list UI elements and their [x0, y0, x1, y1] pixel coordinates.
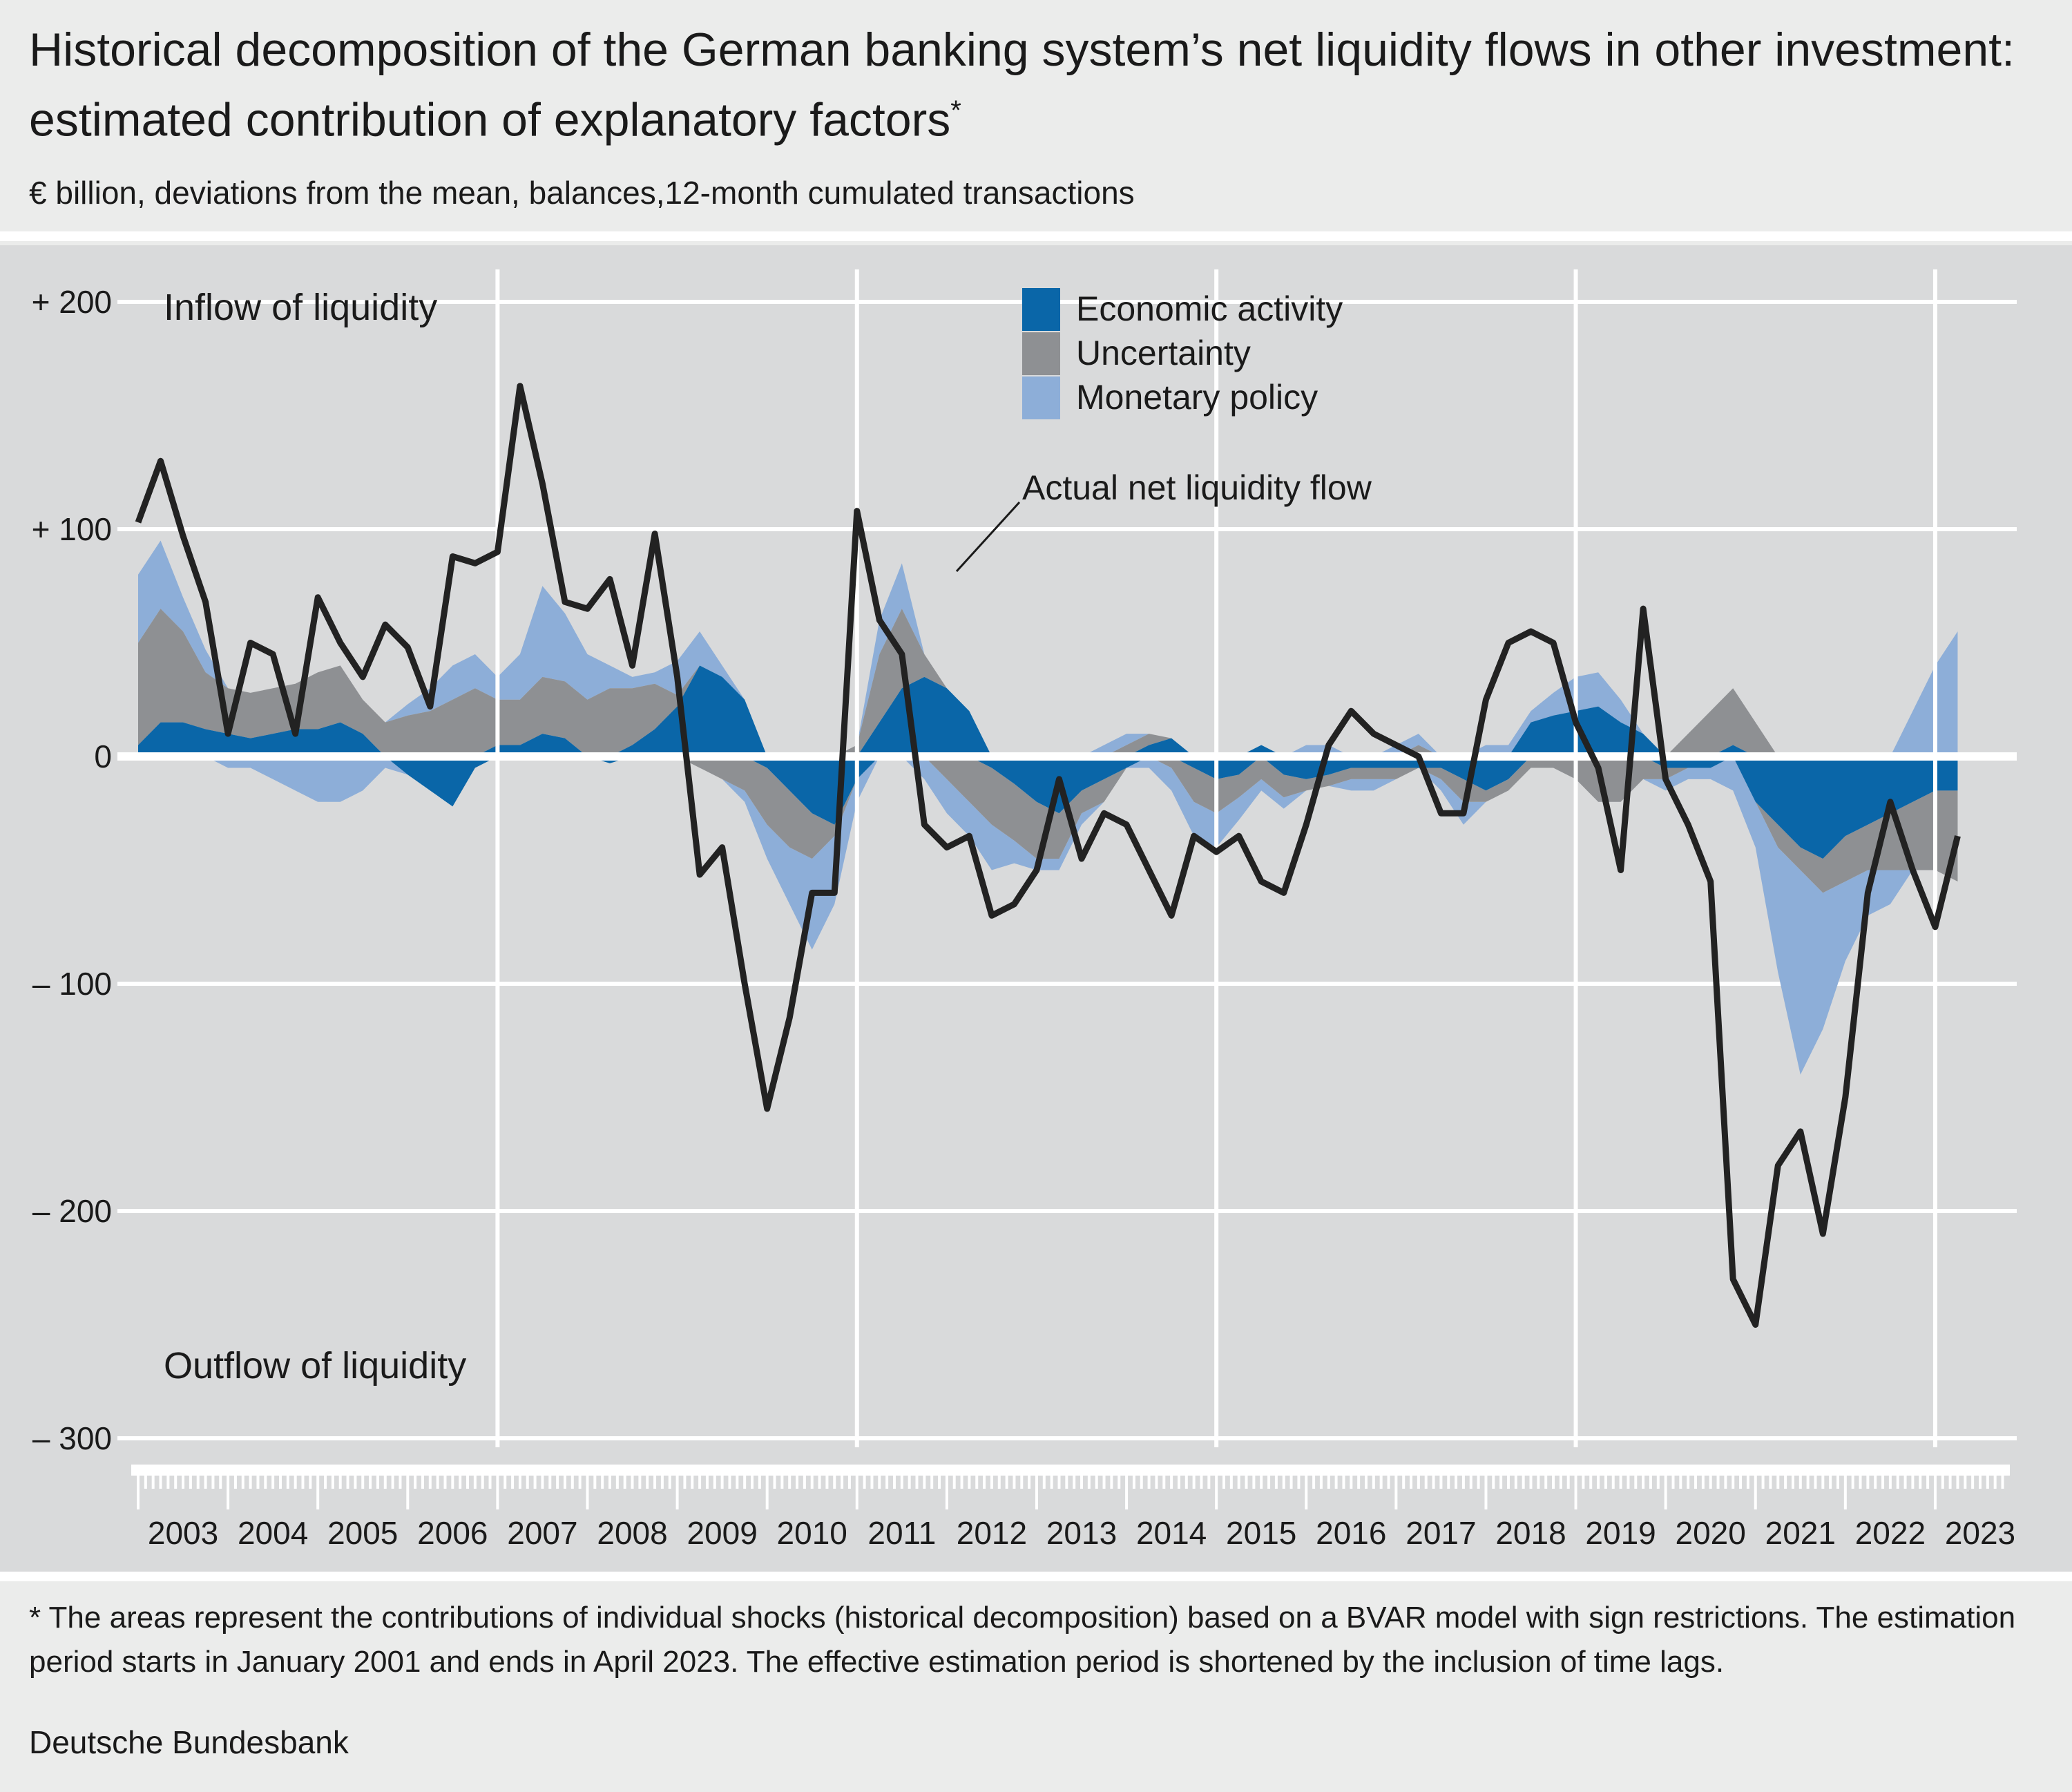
x-tick-label: 2022 — [1855, 1515, 1926, 1551]
line-annotation-label: Actual net liquidity flow — [1022, 468, 1372, 507]
x-tick-label: 2005 — [327, 1515, 398, 1551]
inflow-annotation: Inflow of liquidity — [164, 287, 437, 328]
line-layer — [135, 383, 1961, 1328]
y-tick-label: 0 — [94, 738, 112, 774]
legend-label-uncertainty: Uncertainty — [1076, 334, 1251, 372]
plot-area: + 200 + 100 0– 100– 200– 300 2003 2004 2005 2… — [0, 245, 2072, 1572]
grid-layer — [117, 300, 2017, 1440]
vertical-grid-layer — [495, 269, 1937, 1447]
annotation-layer: Inflow of liquidity Outflow of liquidity A… — [164, 287, 1372, 1386]
x-tick-label: 2013 — [1046, 1515, 1117, 1551]
chart-subtitle: € billion, deviations from the mean, bal… — [29, 175, 1135, 211]
economic-activity-positive-area — [138, 665, 1958, 756]
title-footnote-marker: * — [950, 95, 961, 126]
y-tick-label: + 200 — [32, 284, 112, 320]
x-tick-label: 2011 — [867, 1515, 936, 1551]
chart-title: Historical decomposition of the German b… — [29, 19, 2032, 151]
top-divider — [0, 231, 2072, 241]
x-tick-label: 2003 — [148, 1515, 218, 1551]
legend: Economic activity Uncertainty Monetary pol… — [1022, 288, 1343, 419]
legend-swatch-uncertainty — [1022, 332, 1060, 375]
x-tick-label: 2015 — [1226, 1515, 1296, 1551]
area-layer — [138, 540, 1958, 1075]
economic-activity-negative-area — [138, 756, 1958, 859]
x-tick-label: 2021 — [1765, 1515, 1836, 1551]
x-tick-label: 2010 — [777, 1515, 847, 1551]
x-tick-label: 2006 — [417, 1515, 488, 1551]
legend-swatch-monetary-policy — [1022, 376, 1060, 419]
x-axis-band — [131, 1465, 2010, 1476]
legend-label-monetary-policy: Monetary policy — [1076, 378, 1318, 417]
x-tick-label: 2008 — [597, 1515, 667, 1551]
x-tick-label: 2016 — [1316, 1515, 1386, 1551]
footnote: * The areas represent the contributions … — [29, 1601, 2016, 1679]
x-axis: 2003 2004 2005 2006 2007 2008 2009 2010 2011 2012… — [131, 1465, 2015, 1551]
y-tick-labels: + 200 + 100 0 – 100 – 200 – 300 — [32, 284, 112, 1456]
x-tick-label: 2023 — [1945, 1515, 2015, 1551]
bottom-divider — [0, 1572, 2072, 1581]
chart-title-text: Historical decomposition of the German b… — [29, 23, 2015, 146]
y-tick-label: + 100 — [32, 511, 112, 547]
x-tick-label: 2009 — [687, 1515, 757, 1551]
x-tick-label: 2018 — [1495, 1515, 1566, 1551]
x-tick-label: 2017 — [1406, 1515, 1476, 1551]
y-tick-label: – 300 — [32, 1420, 112, 1456]
x-tick-label: 2020 — [1676, 1515, 1746, 1551]
legend-label-economic-activity: Economic activity — [1076, 289, 1343, 328]
source-credit: Deutsche Bundesbank — [29, 1724, 349, 1760]
actual-net-liquidity-flow-line — [135, 383, 1961, 1328]
x-tick-label: 2014 — [1136, 1515, 1207, 1551]
line-annotation-pointer — [955, 501, 1021, 573]
x-tick-label: 2019 — [1585, 1515, 1656, 1551]
outflow-annotation: Outflow of liquidity — [164, 1345, 466, 1386]
legend-swatch-economic-activity — [1022, 288, 1060, 331]
monetary-policy-negative-area — [138, 756, 1958, 1075]
x-tick-label: 2004 — [238, 1515, 308, 1551]
x-tick-label: 2007 — [507, 1515, 577, 1551]
uncertainty-positive-area — [138, 609, 1958, 756]
y-tick-label: – 100 — [32, 966, 112, 1002]
x-tick-label: 2012 — [957, 1515, 1027, 1551]
y-tick-label: – 200 — [32, 1193, 112, 1229]
